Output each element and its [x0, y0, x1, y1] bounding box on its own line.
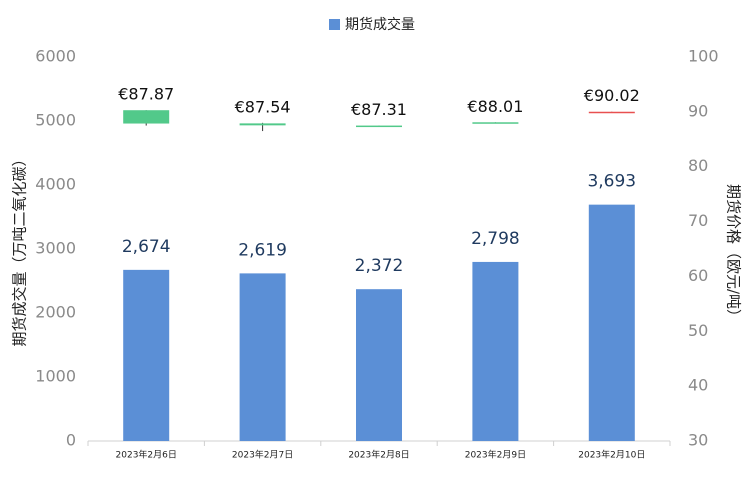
candle-value-label: €87.31 — [351, 100, 407, 119]
y-tick-label: 5000 — [35, 111, 76, 130]
y-tick-label: 0 — [66, 431, 76, 450]
y-axis-title: 期货成交量（万吨二氧化碳） — [11, 151, 29, 346]
bar — [356, 289, 402, 441]
y2-axis-title: 期货价格（欧元/吨） — [725, 184, 743, 324]
legend-label: 期货成交量 — [345, 16, 415, 33]
y-tick-label: 2000 — [35, 303, 76, 322]
y2-tick-label: 30 — [688, 431, 708, 450]
x-tick-label: 2023年2月8日 — [348, 449, 409, 461]
bar — [239, 273, 286, 441]
x-tick-label: 2023年2月6日 — [116, 449, 177, 461]
candle-body — [472, 122, 519, 124]
bar-value-label: 3,693 — [587, 172, 636, 192]
y-tick-label: 4000 — [35, 175, 76, 194]
candle-body — [356, 125, 402, 128]
y2-tick-label: 100 — [688, 47, 719, 66]
candle-body — [123, 110, 170, 124]
legend-swatch — [329, 19, 340, 30]
bar — [588, 204, 635, 441]
bar — [472, 261, 519, 441]
y-tick-label: 6000 — [35, 47, 76, 66]
y2-tick-label: 80 — [688, 156, 708, 175]
candle-value-label: €90.02 — [584, 86, 640, 105]
y2-tick-label: 70 — [688, 211, 708, 230]
bar-value-label: 2,619 — [238, 240, 287, 260]
y2-tick-label: 50 — [688, 321, 708, 340]
candle-value-label: €87.54 — [235, 97, 291, 116]
y2-tick-label: 40 — [688, 376, 708, 395]
candle-value-label: €88.01 — [467, 97, 523, 116]
bar — [123, 269, 170, 441]
x-tick-label: 2023年2月7日 — [232, 449, 293, 461]
y2-tick-label: 90 — [688, 101, 708, 120]
y2-tick-label: 60 — [688, 266, 708, 285]
y-tick-label: 3000 — [35, 239, 76, 258]
x-tick-label: 2023年2月10日 — [578, 449, 645, 461]
bar-value-label: 2,372 — [355, 256, 404, 276]
candle-body — [239, 123, 286, 126]
bar-value-label: 2,674 — [122, 237, 171, 257]
x-tick-label: 2023年2月9日 — [465, 449, 526, 461]
bar-value-label: 2,798 — [471, 229, 520, 249]
candle-body — [588, 111, 635, 114]
y-tick-label: 1000 — [35, 367, 76, 386]
candle-value-label: €87.87 — [118, 85, 174, 104]
